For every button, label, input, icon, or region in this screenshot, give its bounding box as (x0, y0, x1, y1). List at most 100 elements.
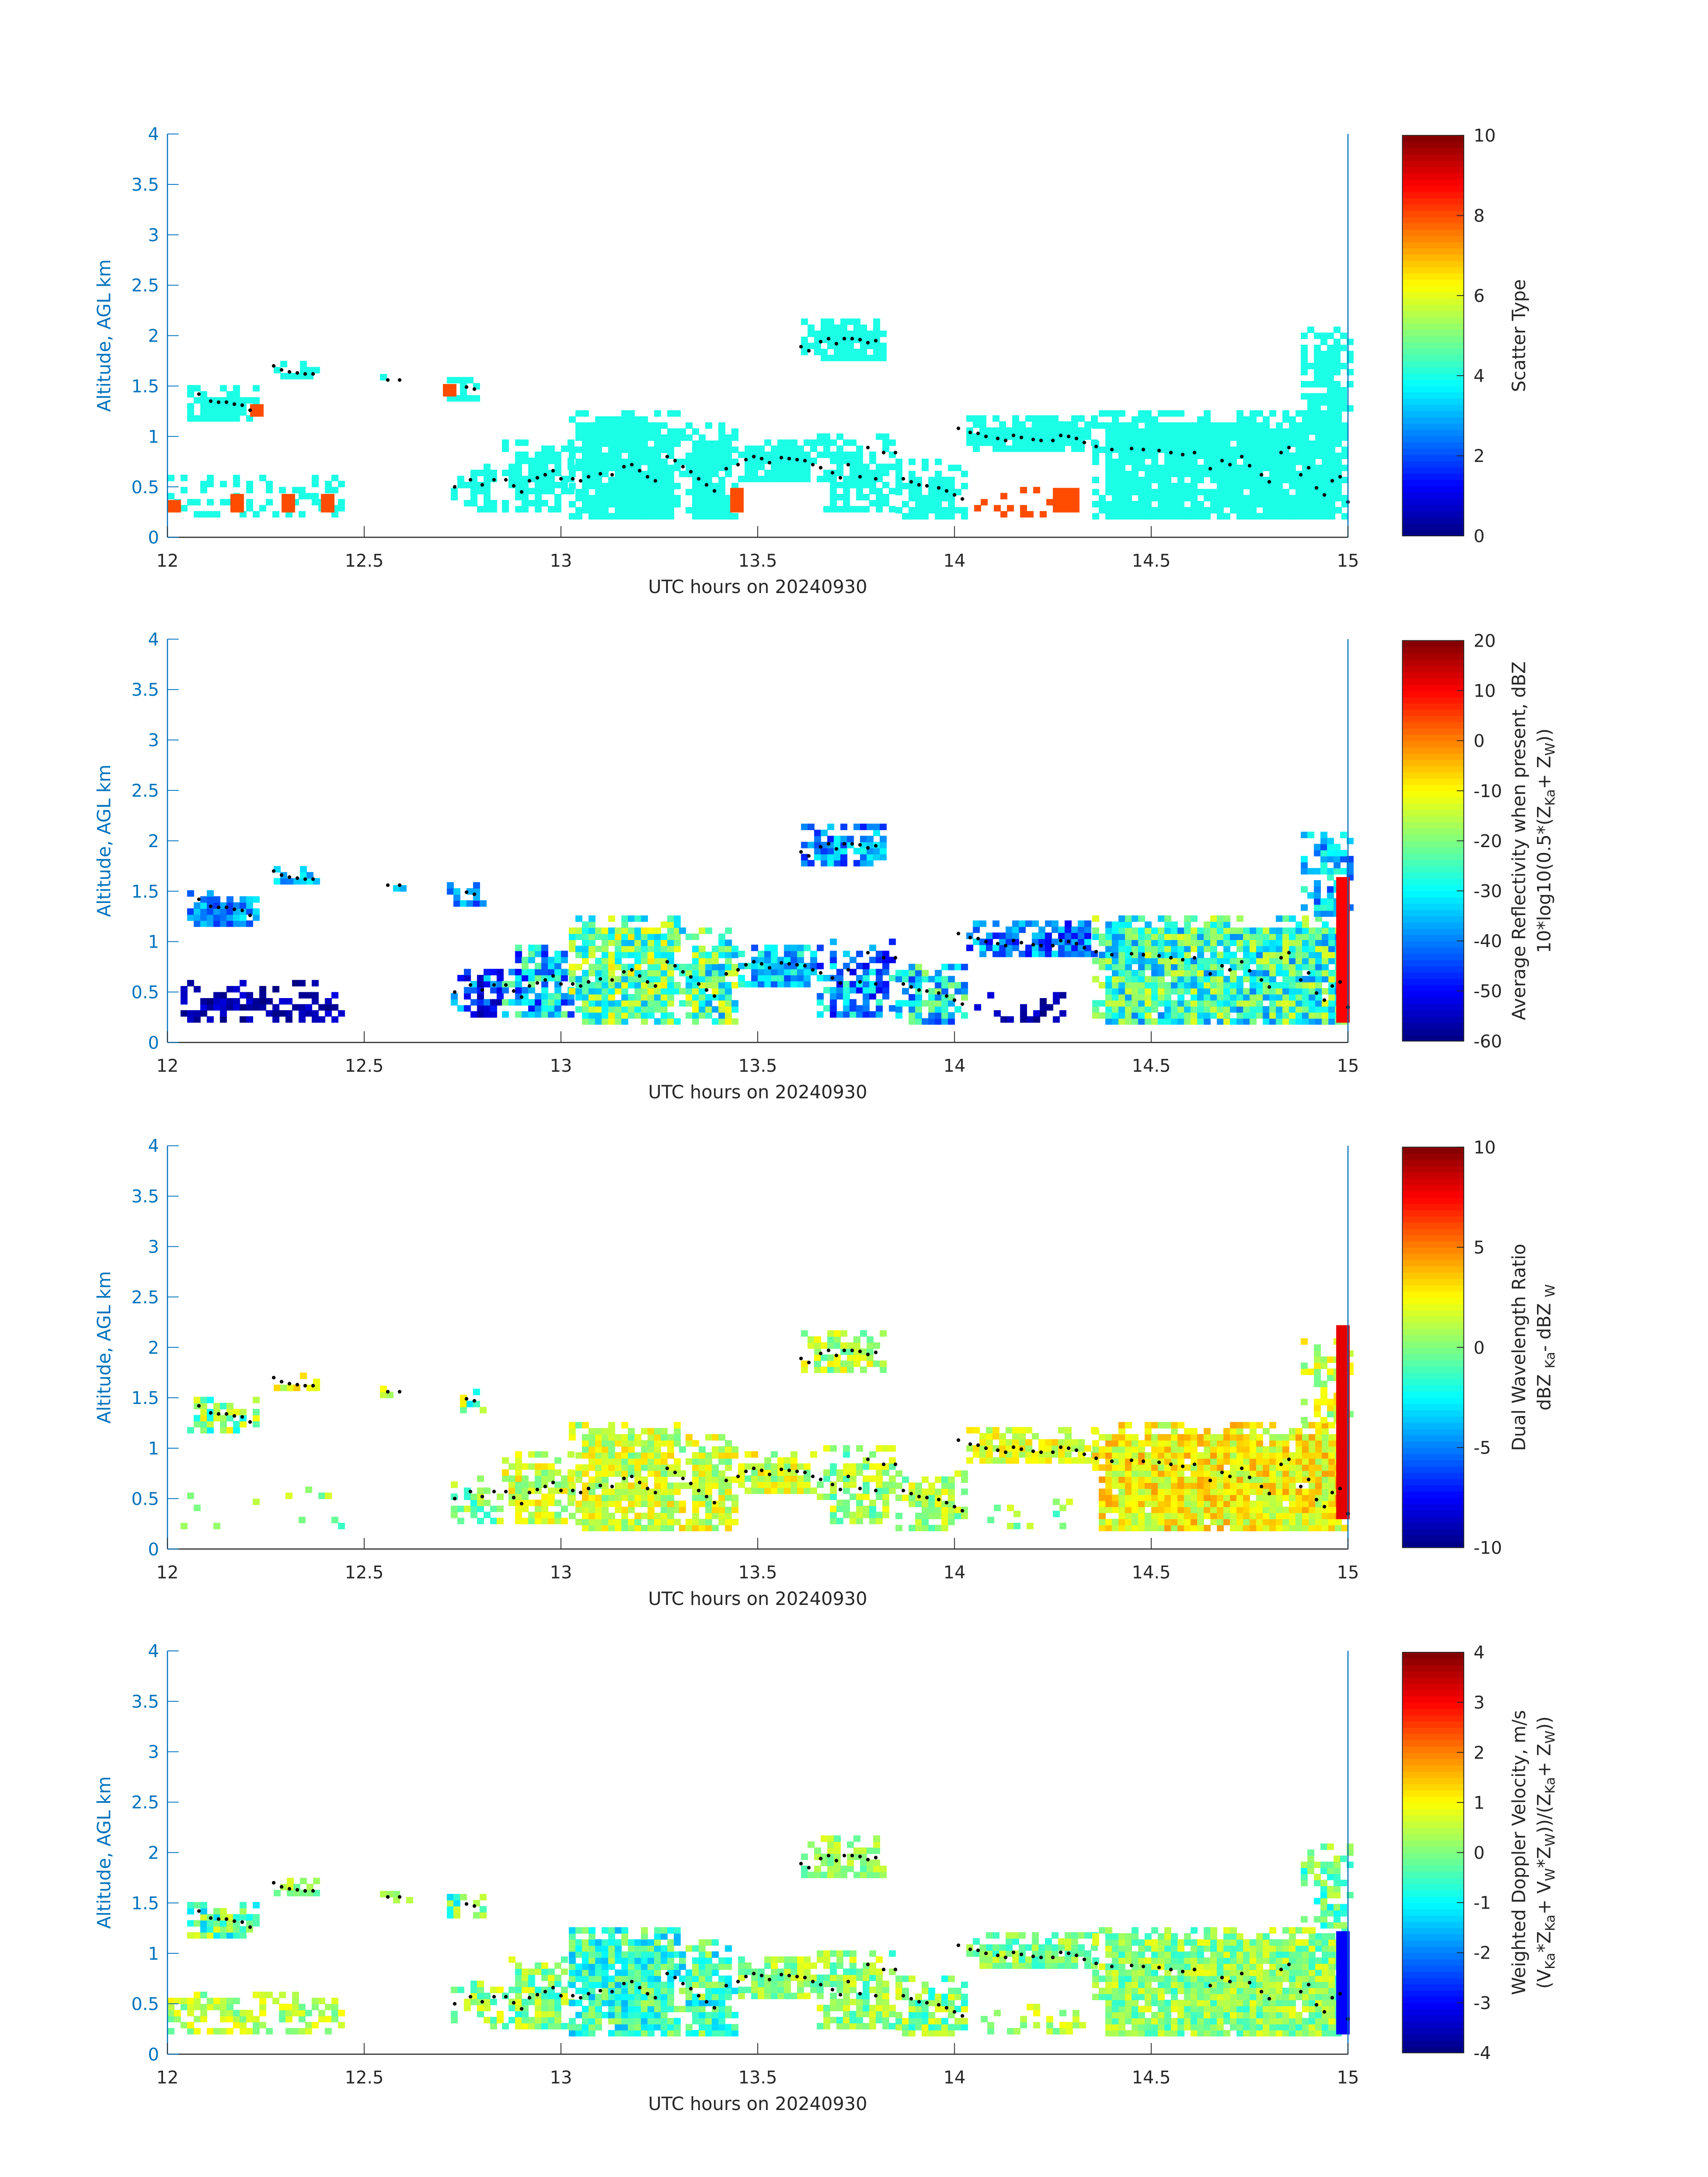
data-cell (1125, 1519, 1132, 1525)
data-cell (928, 1482, 935, 1489)
data-cell (1025, 1451, 1032, 1458)
colorbar-swatch (1402, 709, 1464, 716)
cloud-base-dot (787, 962, 791, 966)
data-cell (1295, 476, 1303, 484)
data-cell (1144, 1470, 1152, 1477)
data-cell (1164, 969, 1172, 977)
data-cell (915, 1513, 922, 1519)
data-cell (1125, 964, 1132, 970)
data-cell (731, 1452, 739, 1459)
cloud-base-dot (937, 991, 941, 995)
data-cell (187, 385, 194, 392)
data-cell (1262, 422, 1270, 429)
data-cell (1217, 428, 1224, 435)
data-cell (575, 915, 583, 922)
data-cell (1301, 868, 1308, 875)
data-cell (621, 1434, 628, 1441)
colorbar-swatch (1402, 504, 1464, 511)
data-cell (490, 1011, 497, 1018)
data-cell (1125, 940, 1132, 946)
data-cell (647, 1464, 655, 1471)
data-cell (1157, 495, 1165, 501)
data-cell (1051, 950, 1059, 957)
data-cell (718, 476, 726, 484)
data-cell (233, 409, 240, 416)
data-cell (497, 999, 504, 1006)
data-cell (1151, 428, 1158, 435)
data-cell (200, 896, 208, 903)
data-cell (790, 476, 798, 482)
data-cell (1144, 1525, 1152, 1532)
data-cell (667, 1500, 674, 1507)
data-cell (836, 1469, 844, 1476)
data-cell (1151, 507, 1158, 514)
data-cell (1320, 856, 1328, 863)
data-cell (692, 1525, 699, 1532)
data-cell (608, 434, 615, 441)
data-cell (647, 1000, 655, 1007)
data-cell (588, 1458, 596, 1465)
data-cell (1177, 459, 1185, 465)
x-tick-label: 12.5 (345, 1056, 384, 1076)
data-cell (1333, 393, 1341, 400)
data-cell (830, 476, 837, 482)
data-cell (628, 915, 635, 922)
data-cell (1151, 1500, 1158, 1507)
data-cell (928, 483, 935, 489)
data-cell (582, 422, 589, 429)
data-cell (1333, 862, 1341, 869)
data-cell (477, 1500, 484, 1506)
data-cell (777, 969, 785, 976)
data-cell (634, 945, 642, 953)
data-cell (399, 885, 407, 892)
data-cell (712, 483, 719, 489)
data-cell (1302, 489, 1309, 496)
data-cell (528, 969, 535, 976)
data-cell (1243, 964, 1250, 970)
data-cell (233, 385, 240, 392)
data-cell (1112, 957, 1119, 965)
y-tick-label: 3.5 (131, 680, 159, 700)
data-cell (1249, 452, 1257, 459)
data-cell (948, 476, 955, 484)
x-tick-label: 13 (550, 1056, 572, 1076)
data-cell (1328, 483, 1336, 489)
data-cell (647, 1525, 655, 1532)
data-cell (628, 422, 635, 429)
data-cell (1112, 940, 1119, 946)
data-cell (647, 1513, 655, 1519)
data-cell (1019, 427, 1026, 434)
data-cell (614, 1006, 622, 1013)
data-cell (1164, 452, 1172, 459)
data-cell (634, 927, 642, 934)
data-cell (873, 848, 880, 855)
data-cell (790, 969, 798, 976)
data-cell (628, 1428, 635, 1435)
data-cell (1105, 1488, 1112, 1495)
data-cell (187, 1010, 194, 1017)
data-cell (1077, 427, 1085, 434)
data-cell (1144, 988, 1152, 994)
data-cell (1343, 932, 1350, 938)
data-cell (1066, 500, 1073, 507)
data-cell (698, 969, 706, 977)
data-cell (1236, 513, 1244, 520)
data-cell (582, 945, 589, 953)
cloud-base-dot (1019, 940, 1023, 944)
data-cell (660, 1000, 668, 1007)
data-cell (614, 507, 622, 514)
data-cell (582, 489, 589, 496)
data-cell (568, 483, 576, 489)
data-cell (502, 1475, 509, 1482)
data-cell (882, 1505, 889, 1513)
data-cell (820, 324, 828, 331)
data-cell (1144, 1440, 1152, 1447)
data-cell (679, 1446, 686, 1453)
data-cell (1031, 1433, 1039, 1440)
data-cell (1217, 440, 1224, 447)
data-cell (561, 488, 568, 494)
data-cell (847, 343, 854, 349)
data-cell (979, 1451, 986, 1458)
data-cell (1322, 957, 1329, 965)
data-cell (634, 1488, 642, 1495)
